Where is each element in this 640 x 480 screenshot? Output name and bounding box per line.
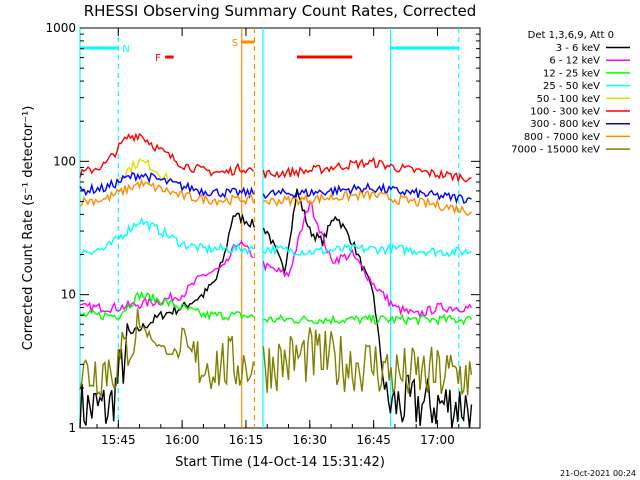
x-tick-label-0: 15:45 — [101, 433, 136, 447]
legend-label-1: 6 - 12 keV — [549, 56, 600, 67]
flag-label-saa: S — [232, 38, 238, 49]
series-line-2-1 — [263, 313, 473, 327]
series-line-2-0 — [79, 290, 255, 321]
series-line-7-1 — [262, 189, 473, 217]
legend: Det 1,3,6,9, Att 0 3 - 6 keV 6 - 12 keV12 … — [511, 30, 630, 156]
series-line-5-0 — [79, 132, 255, 178]
y-tick-label-0: 1 — [68, 421, 76, 435]
series-line-1-0 — [79, 240, 254, 314]
series-line-8-0 — [79, 308, 255, 397]
legend-label-2: 12 - 25 keV — [543, 68, 600, 79]
series-line-1-1 — [262, 202, 473, 319]
axes: 15:45 16:00 16:15 16:30 16:45 17:00 1 10 100 1000 — [45, 21, 481, 447]
x-tick-label-5: 17:00 — [420, 433, 455, 447]
series-line-4-0 — [117, 158, 175, 184]
x-axis-label: Start Time (14-Oct-14 15:31:42) — [175, 455, 385, 470]
footer-date: 21-Oct-2021 00:24 — [560, 469, 636, 478]
y-tick-label-2: 100 — [53, 154, 76, 168]
legend-label-4: 50 - 100 keV — [537, 94, 601, 105]
legend-title: Det 1,3,6,9, Att 0 — [528, 30, 614, 41]
series-line-6-1 — [262, 181, 472, 205]
flag-label-night: N — [122, 44, 129, 55]
series-lines — [79, 132, 473, 429]
legend-label-3: 25 - 50 keV — [543, 81, 600, 92]
series-line-8-1 — [262, 327, 473, 396]
series-line-3-0 — [79, 217, 255, 257]
series-line-3-1 — [262, 243, 472, 258]
y-tick-label-3: 1000 — [45, 21, 76, 35]
flag-label-flare: F — [155, 53, 161, 64]
x-tick-label-2: 16:15 — [229, 433, 264, 447]
legend-label-6: 300 - 800 keV — [530, 119, 600, 130]
legend-label-0: 3 - 6 keV — [556, 43, 600, 54]
legend-label-8: 7000 - 15000 keV — [511, 145, 600, 156]
legend-label-5: 100 - 300 keV — [530, 107, 600, 118]
status-flags: N F S — [80, 38, 459, 64]
series-line-6-0 — [79, 171, 255, 200]
series-line-7-0 — [79, 178, 255, 207]
x-tick-label-1: 16:00 — [165, 433, 200, 447]
y-tick-label-1: 10 — [61, 288, 76, 302]
x-tick-label-3: 16:30 — [292, 433, 327, 447]
y-axis-label: Corrected Count Rate (s⁻¹ detector⁻¹) — [21, 106, 36, 351]
chart-title: RHESSI Observing Summary Count Rates, Co… — [84, 2, 477, 20]
legend-label-7: 800 - 7000 keV — [524, 132, 600, 143]
series-line-0-0 — [79, 212, 255, 429]
series-line-0-1 — [262, 188, 473, 429]
x-tick-label-4: 16:45 — [356, 433, 391, 447]
series-line-5-1 — [262, 156, 472, 183]
